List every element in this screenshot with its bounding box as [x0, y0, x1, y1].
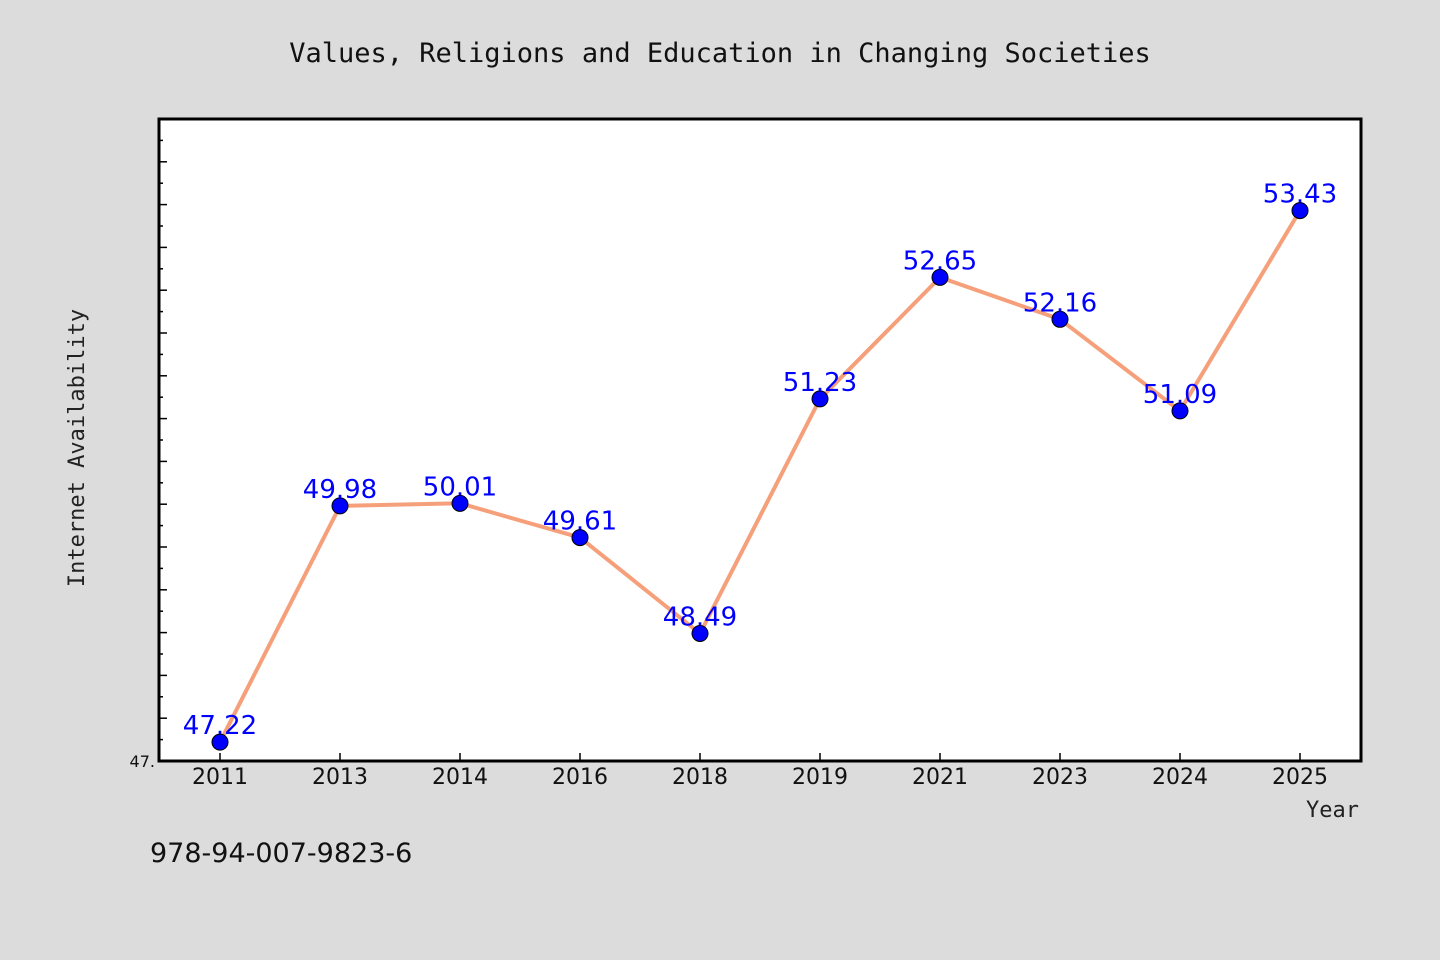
data-label: 53.43: [1263, 180, 1337, 210]
x-tick-label: 2016: [552, 765, 608, 790]
data-point: [451, 494, 469, 512]
x-tick-label: 2019: [792, 765, 848, 790]
series-group: [211, 202, 1309, 751]
x-tick-label: 2013: [312, 765, 368, 790]
data-point: [1171, 402, 1189, 420]
data-label: 47.22: [183, 711, 257, 741]
chart-title: Values, Religions and Education in Chang…: [289, 38, 1151, 69]
data-point: [811, 390, 829, 408]
data-point: [1291, 202, 1309, 220]
y-axis-label: Internet Availability: [65, 309, 90, 587]
data-point: [931, 268, 949, 286]
x-tick-label: 2018: [672, 765, 728, 790]
x-tick-label: 2021: [912, 765, 968, 790]
x-axis-label: Year: [1306, 798, 1359, 823]
data-label: 49.98: [303, 475, 377, 505]
x-tick-label: 2023: [1032, 765, 1088, 790]
series-line: [218, 209, 1302, 744]
axis-ticks: 47. 2011 2013 2014 2016 2018 2019 2021 2023 2024 2…: [130, 139, 1328, 790]
y-tick-label: 47.: [130, 752, 155, 771]
x-tick-label: 2014: [432, 765, 488, 790]
data-label: 51.09: [1143, 380, 1217, 410]
x-tick-label: 2024: [1152, 765, 1208, 790]
plot-area: [157, 117, 1363, 763]
data-point: [1051, 310, 1069, 328]
data-label-group: 47.22 49.98 50.01 49.61 48.49 51.23 52.65 52.16…: [183, 180, 1337, 742]
footer-isbn: 978-94-007-9823-6: [150, 838, 412, 869]
data-point: [211, 733, 229, 751]
data-label: 48.49: [663, 602, 737, 632]
x-tick-label: 2025: [1272, 765, 1328, 790]
data-label: 51.23: [783, 368, 857, 398]
data-point: [571, 529, 589, 547]
data-point: [331, 497, 349, 515]
data-label: 49.61: [543, 507, 617, 537]
data-label: 50.01: [423, 472, 497, 502]
data-point: [691, 624, 709, 642]
data-label: 52.16: [1023, 288, 1097, 318]
data-label: 52.65: [903, 246, 977, 276]
x-tick-label: 2011: [192, 765, 248, 790]
